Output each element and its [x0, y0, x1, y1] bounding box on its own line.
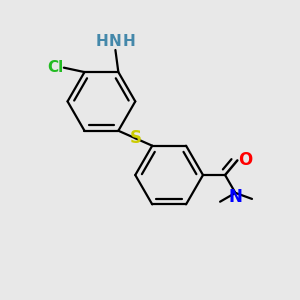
- Text: O: O: [238, 152, 253, 169]
- Text: N: N: [229, 188, 242, 206]
- Text: H: H: [122, 34, 135, 49]
- Text: S: S: [129, 129, 141, 147]
- Text: N: N: [109, 34, 122, 49]
- Text: H: H: [96, 34, 109, 49]
- Text: Cl: Cl: [47, 60, 64, 75]
